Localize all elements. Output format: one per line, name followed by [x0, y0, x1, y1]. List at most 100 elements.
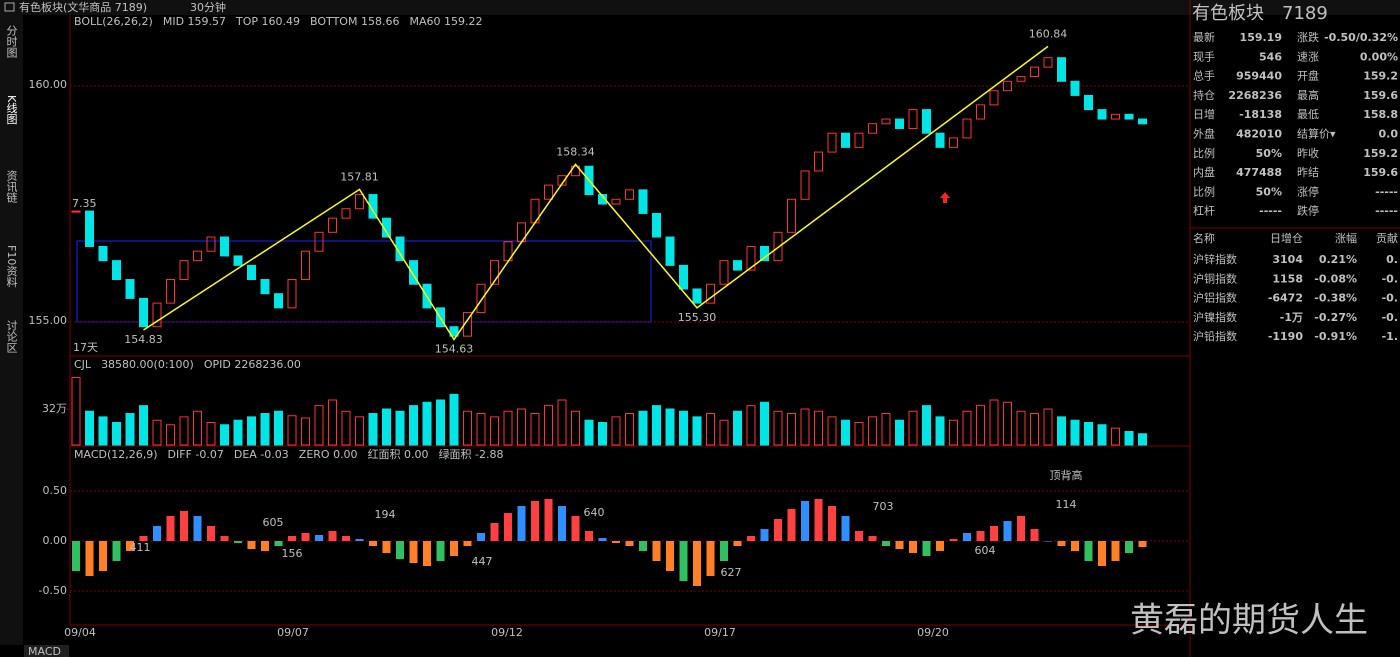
macd-annotation: 604	[975, 544, 996, 557]
quote-label: 涨跌	[1297, 30, 1319, 44]
volume-bar	[1084, 422, 1093, 446]
arrow-icon	[940, 192, 950, 203]
quote-value: 477488	[1236, 166, 1282, 179]
macd-bar	[1057, 541, 1066, 546]
macd-bar	[1044, 541, 1052, 542]
candle	[368, 194, 378, 219]
sidebar-tab[interactable]: 分时图	[5, 25, 18, 58]
macd-bar	[85, 541, 94, 576]
candle	[274, 293, 283, 309]
legend-item: DIFF -0.07	[168, 448, 224, 461]
volume-bar	[274, 410, 283, 446]
volume-bar	[962, 410, 972, 446]
volume-bar	[787, 413, 796, 446]
candle	[544, 184, 553, 200]
quote-value: 2268236	[1228, 89, 1282, 102]
quote-value: 50%	[1256, 147, 1282, 160]
macd-bar	[517, 506, 526, 541]
x-tick-label: 09/04	[64, 626, 96, 639]
sidebar-tab[interactable]: F10资料	[5, 245, 18, 288]
table-cell: 1158	[1272, 272, 1303, 285]
volume-bar	[733, 410, 742, 446]
candle	[220, 236, 229, 257]
macd-bar	[112, 541, 121, 561]
candle	[625, 189, 634, 200]
sidebar-tab[interactable]: K线图	[5, 95, 18, 125]
volume-bar	[706, 413, 715, 446]
quote-value: 546	[1259, 50, 1282, 63]
macd-bar	[274, 541, 283, 546]
candle	[1003, 80, 1012, 92]
quote-value: 159.2	[1363, 147, 1398, 160]
volume-bar	[422, 401, 432, 446]
macd-bar	[855, 531, 863, 541]
candle	[908, 109, 918, 129]
volume-bar	[395, 410, 405, 446]
volume-bar	[260, 413, 270, 446]
macd-bar	[949, 539, 958, 541]
table-cell: 沪锌指数	[1193, 252, 1237, 266]
x-tick-label: 09/07	[277, 626, 309, 639]
y-tick-label: 32万	[42, 402, 67, 415]
sidebar-tab[interactable]: 讨论区	[5, 320, 18, 353]
volume-bar	[949, 419, 958, 446]
macd-bar	[166, 516, 175, 541]
sidebar-tab[interactable]: 资讯链	[5, 170, 18, 203]
quote-value: 482010	[1236, 128, 1282, 141]
candle	[733, 260, 742, 271]
bottom-tab[interactable]: MACD	[28, 645, 61, 657]
volume-bar	[206, 422, 216, 446]
volume-bar	[287, 415, 297, 446]
macd-bar	[976, 531, 985, 541]
candle	[854, 132, 864, 148]
candle	[206, 236, 216, 252]
quote-code: 7189	[1282, 3, 1328, 24]
legend-item: MACD(12,26,9)	[74, 448, 158, 461]
candle	[233, 255, 243, 266]
volume-bar	[112, 422, 121, 446]
candle	[1043, 57, 1053, 68]
volume-bar	[301, 417, 310, 446]
macd-bar	[315, 535, 323, 541]
quote-label: 最高	[1297, 88, 1319, 102]
candle	[314, 231, 324, 252]
macd-bar	[490, 523, 499, 541]
quote-label: 最新	[1193, 30, 1215, 44]
y-tick-label: -0.50	[39, 584, 67, 597]
candle	[98, 245, 108, 262]
candle	[1016, 76, 1026, 82]
macd-bar	[220, 536, 229, 541]
legend-item: OPID 2268236.00	[204, 358, 301, 371]
macd-annotation: 114	[1056, 498, 1077, 511]
candle	[1124, 113, 1134, 120]
macd-bar	[868, 536, 877, 541]
y-tick-label: 155.00	[29, 314, 68, 327]
quote-label: 昨收	[1297, 146, 1319, 160]
period[interactable]: 30分钟	[190, 0, 226, 14]
quote-label: 日增	[1193, 107, 1215, 121]
volume-bar	[935, 416, 945, 446]
legend-item: ZERO 0.00	[299, 448, 358, 461]
candle	[139, 297, 148, 328]
candle	[773, 231, 783, 262]
table-cell: 0.21%	[1319, 253, 1357, 266]
macd-annotation: 411	[130, 541, 151, 554]
macd-bar	[558, 506, 566, 541]
macd-bar	[261, 541, 269, 551]
volume-bar	[989, 399, 999, 446]
macd-bar	[801, 501, 809, 541]
volume-bar	[409, 405, 418, 446]
macd-bar	[909, 541, 917, 553]
candle	[746, 245, 756, 271]
volume-bar	[193, 410, 202, 446]
quote-value: 158.8	[1363, 108, 1398, 121]
candle	[112, 260, 121, 281]
candle	[341, 208, 351, 219]
macd-bar	[450, 541, 458, 556]
quote-label: 昨结	[1297, 166, 1319, 179]
candle	[301, 250, 310, 281]
volume-bar	[719, 419, 729, 446]
volume-bar	[166, 424, 175, 446]
volume-bar	[1043, 408, 1053, 446]
